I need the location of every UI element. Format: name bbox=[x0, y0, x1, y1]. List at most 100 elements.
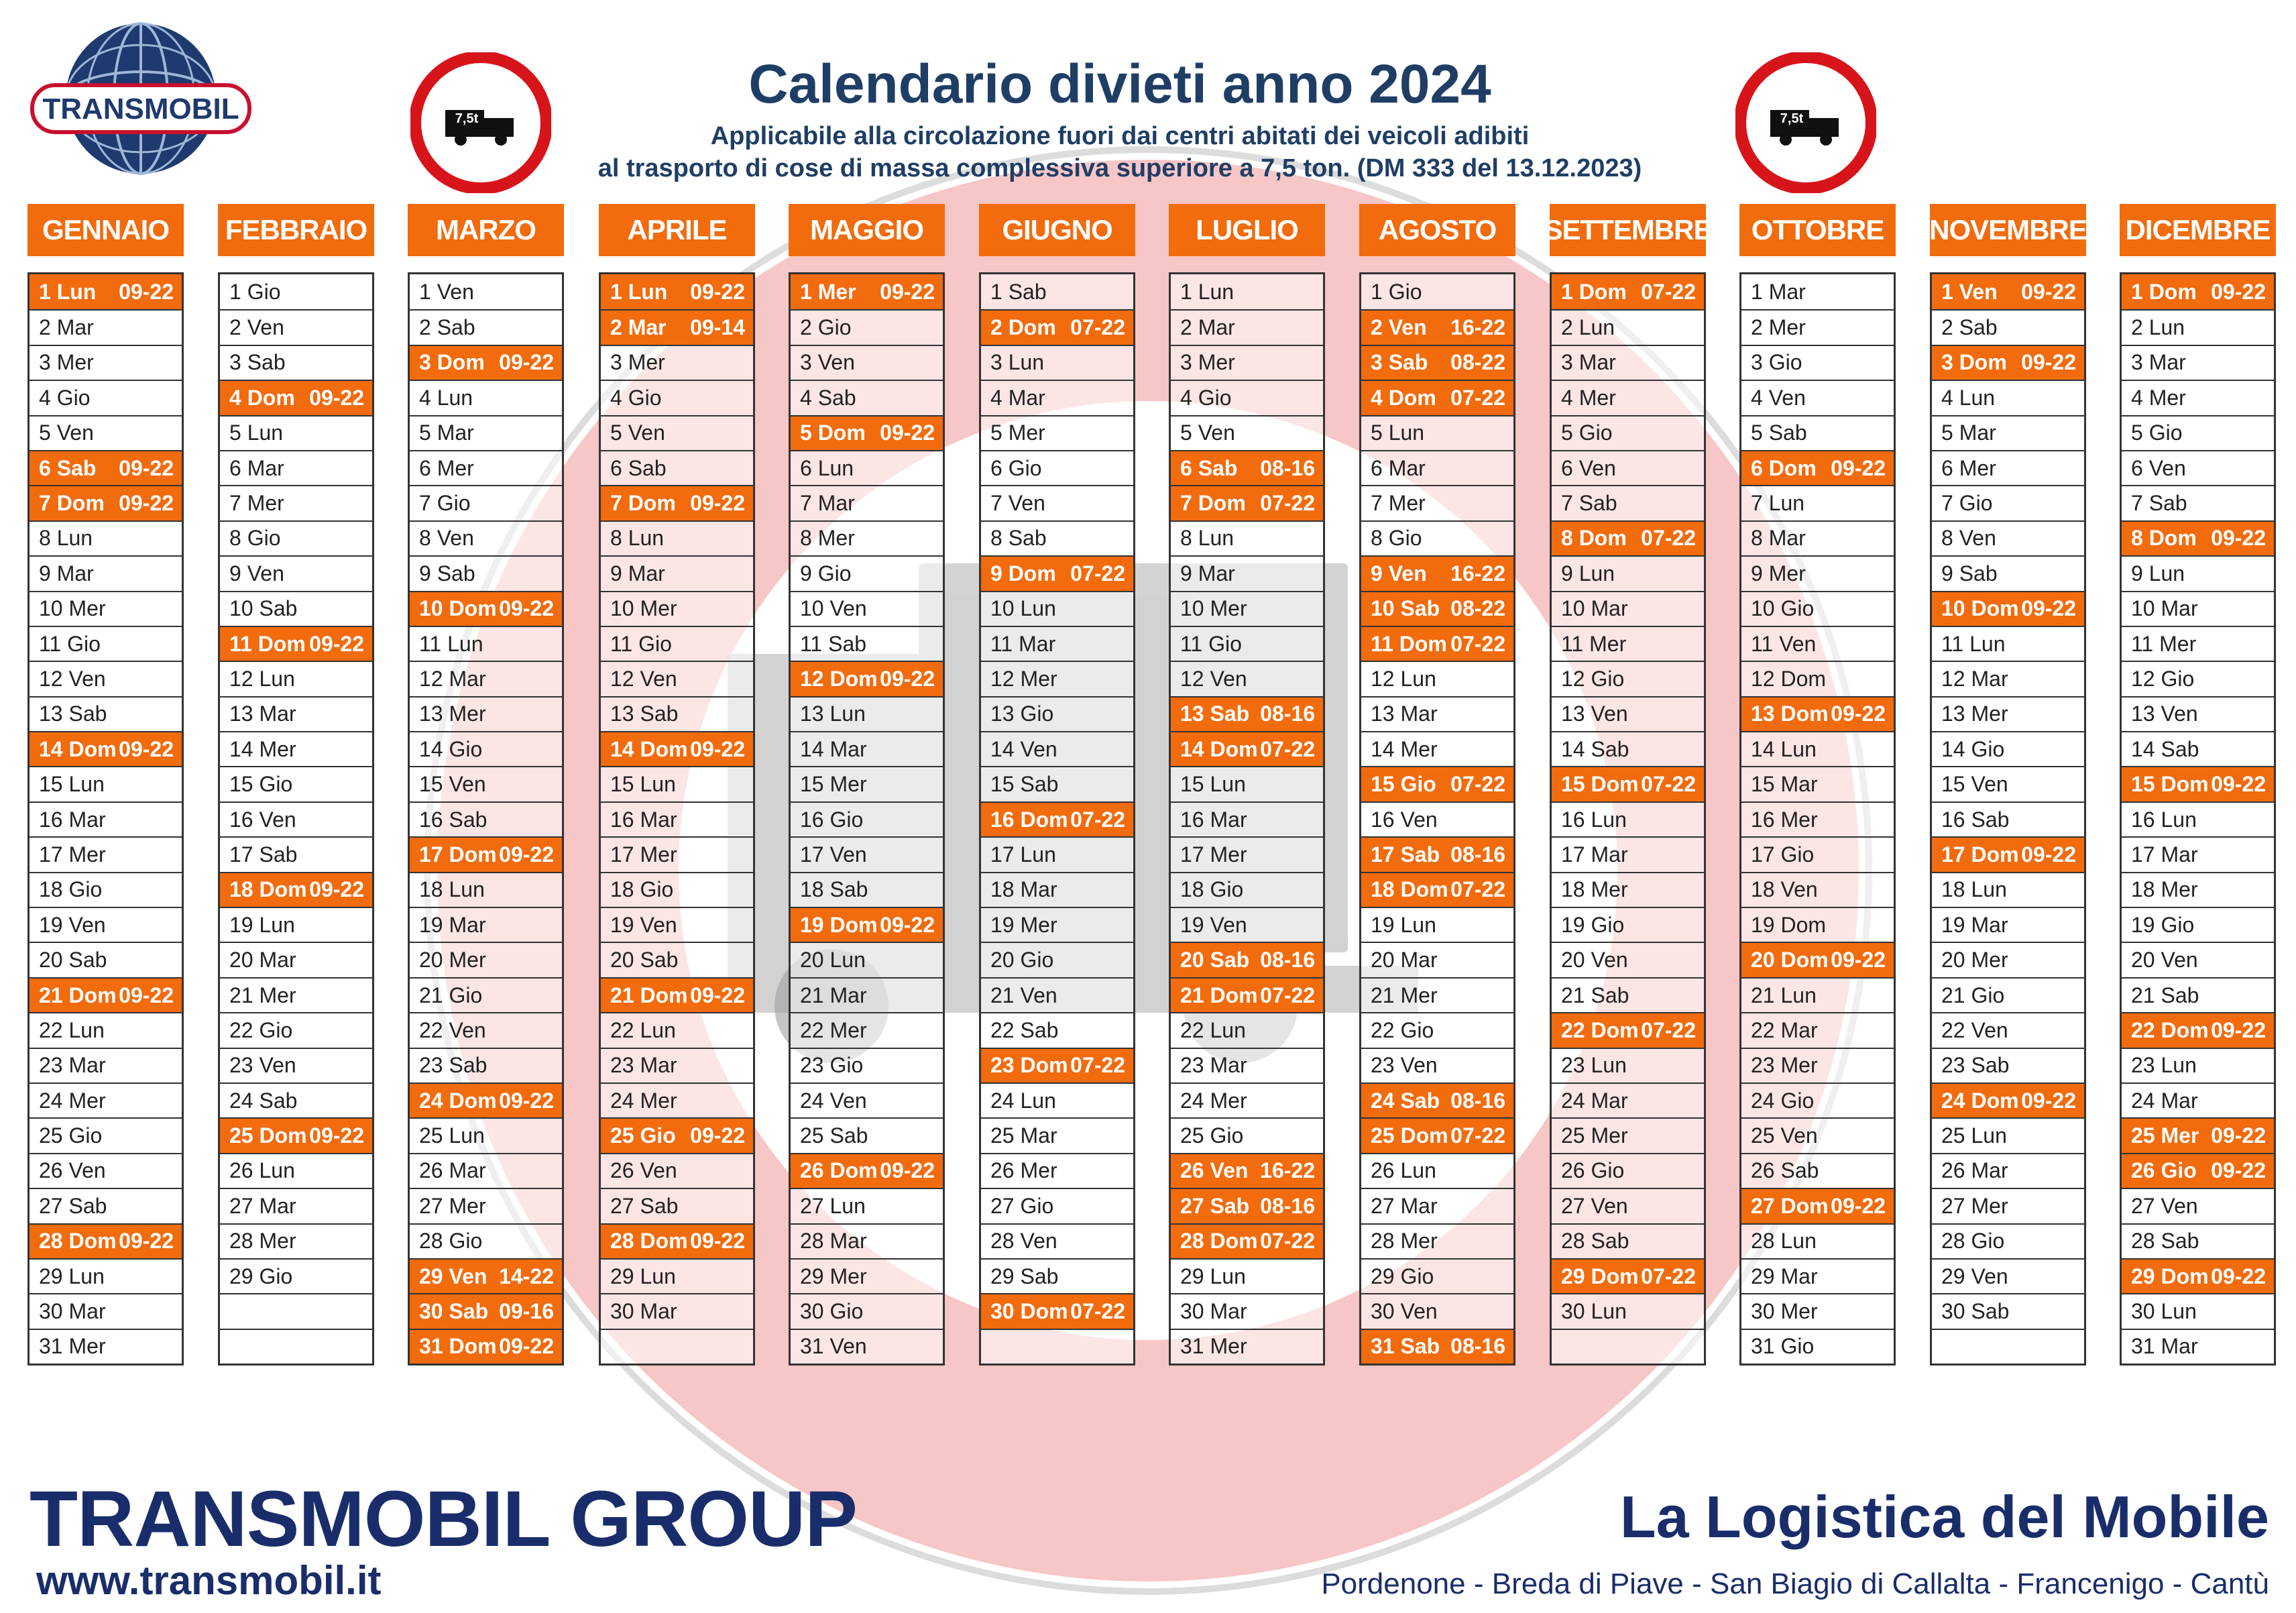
day-label: 20 Gio bbox=[990, 948, 1054, 972]
ban-hours: 09-22 bbox=[2211, 526, 2266, 551]
day-label: 5 Ven bbox=[1180, 421, 1235, 445]
day-row: 16 Lun bbox=[2122, 801, 2274, 837]
day-label: 24 Mar bbox=[1561, 1088, 1628, 1113]
day-label: 13 Sab bbox=[39, 702, 107, 726]
day-row: 1 Ven bbox=[410, 274, 562, 310]
sign-weight-label: 7,5t bbox=[1780, 111, 1804, 126]
day-row: 13 Lun bbox=[791, 696, 943, 732]
day-row: 9 Mar bbox=[601, 555, 753, 591]
day-label: 24 Mer bbox=[1180, 1088, 1247, 1113]
day-row: 6 Sab bbox=[601, 449, 753, 486]
day-row: 31 Ven bbox=[791, 1328, 943, 1364]
day-row: 26 Ven bbox=[30, 1152, 182, 1188]
day-row: 23 Gio bbox=[791, 1047, 943, 1082]
day-row: 25 Mer bbox=[1552, 1117, 1704, 1153]
day-row: 21 Gio bbox=[1932, 977, 2084, 1013]
day-row-ban: 7 Dom 09-22 bbox=[601, 485, 753, 520]
day-label: 21 Sab bbox=[2131, 983, 2199, 1007]
day-row: 16 Mer bbox=[1741, 801, 1894, 837]
subtitle-line-2: al trasporto di cose di massa complessiv… bbox=[597, 154, 1642, 182]
day-row: 24 Sab bbox=[220, 1082, 372, 1118]
day-label: 7 Gio bbox=[1941, 491, 1993, 516]
day-label: 21 Dom bbox=[1180, 983, 1258, 1007]
day-label: 28 Ven bbox=[990, 1229, 1057, 1254]
day-row-ban: 10 Sab 08-22 bbox=[1361, 590, 1513, 626]
day-label: 28 Gio bbox=[419, 1229, 483, 1254]
day-label: 24 Lun bbox=[990, 1088, 1056, 1113]
day-row: 12 Ven bbox=[1171, 661, 1323, 696]
day-label: 23 Lun bbox=[1561, 1053, 1627, 1078]
day-label: 29 Ven bbox=[419, 1264, 487, 1288]
ban-hours: 09-22 bbox=[1831, 1193, 1886, 1218]
day-row-ban: 27 Sab 08-16 bbox=[1171, 1188, 1323, 1223]
day-label: 23 Mar bbox=[39, 1053, 106, 1078]
day-label: 23 Dom bbox=[990, 1053, 1068, 1078]
ban-hours: 07-22 bbox=[1260, 736, 1315, 761]
day-label: 10 Dom bbox=[1941, 596, 2019, 621]
day-label: 10 Mer bbox=[1180, 596, 1247, 621]
day-label: 11 Gio bbox=[1180, 631, 1242, 656]
day-row-ban: 30 Dom 07-22 bbox=[981, 1293, 1133, 1329]
day-row: 16 Mar bbox=[601, 801, 753, 837]
ban-hours: 07-22 bbox=[1260, 491, 1315, 516]
day-row: 16 Ven bbox=[220, 801, 372, 837]
website-link[interactable]: www.transmobil.it bbox=[36, 1558, 382, 1603]
day-label: 29 Gio bbox=[1371, 1264, 1434, 1288]
day-label: 21 Dom bbox=[39, 983, 117, 1007]
day-label: 18 Lun bbox=[419, 877, 485, 902]
month-column: MARZO 1 Ven 2 Sab 3 Dom 09-22 4 Lun 5 Mar 6 Mer… bbox=[408, 204, 564, 1366]
ban-hours: 07-22 bbox=[1070, 1053, 1125, 1078]
day-row: 18 Sab bbox=[791, 871, 943, 907]
day-label: 27 Dom bbox=[1751, 1193, 1829, 1218]
day-label: 19 Ven bbox=[39, 912, 106, 937]
day-row: 21 Ven bbox=[981, 977, 1133, 1013]
day-label: 21 Gio bbox=[1941, 983, 2005, 1007]
day-row: 31 Gio bbox=[1741, 1328, 1894, 1364]
day-row: 8 Mar bbox=[1741, 520, 1894, 556]
day-label: 8 Lun bbox=[39, 526, 93, 551]
day-label: 22 Dom bbox=[2131, 1017, 2209, 1042]
day-row: 14 Ven bbox=[981, 731, 1133, 767]
ban-hours: 09-16 bbox=[499, 1299, 554, 1324]
day-label: 24 Ven bbox=[800, 1088, 867, 1113]
day-label: 19 Lun bbox=[229, 912, 295, 937]
day-label: 5 Mer bbox=[990, 421, 1045, 445]
day-label: 4 Lun bbox=[419, 385, 473, 410]
day-label: 15 Lun bbox=[1180, 772, 1246, 797]
day-row: 12 Lun bbox=[1361, 661, 1513, 696]
day-row: 17 Mer bbox=[601, 836, 753, 872]
day-row: 26 Mer bbox=[981, 1152, 1133, 1188]
day-row: 17 Mer bbox=[30, 836, 182, 872]
day-row: 9 Sab bbox=[1932, 555, 2084, 591]
day-label: 18 Mar bbox=[990, 877, 1057, 902]
day-row-ban: 1 Dom 09-22 bbox=[2122, 274, 2274, 310]
day-row-ban: 10 Dom 09-22 bbox=[410, 590, 562, 626]
day-label: 23 Gio bbox=[800, 1053, 864, 1078]
day-row: 15 Mer bbox=[791, 766, 943, 801]
day-label: 6 Gio bbox=[990, 455, 1042, 480]
ban-hours: 09-14 bbox=[690, 315, 745, 340]
day-label: 1 Lun bbox=[610, 279, 668, 304]
day-row: 10 Mar bbox=[2122, 590, 2274, 626]
day-label: 20 Mar bbox=[229, 948, 296, 972]
day-label: 5 Mar bbox=[1941, 421, 1996, 445]
day-label: 18 Lun bbox=[1941, 877, 2007, 902]
day-row: 22 Mer bbox=[791, 1012, 943, 1048]
ban-hours: 09-22 bbox=[119, 455, 174, 480]
day-label: 2 Lun bbox=[1561, 315, 1615, 340]
day-label: 6 Mar bbox=[1371, 455, 1426, 480]
day-label: 14 Gio bbox=[1941, 736, 2005, 761]
day-label: 29 Dom bbox=[2131, 1264, 2209, 1288]
ban-hours: 09-22 bbox=[880, 666, 935, 691]
day-list: 1 Lun 09-22 2 Mar 3 Mer 4 Gio 5 Ven 6 Sab 09-22… bbox=[27, 272, 184, 1366]
month-column: SETTEMBRE 1 Dom 07-22 2 Lun 3 Mar 4 Mer 5 Gio 6… bbox=[1550, 204, 1706, 1366]
day-label: 2 Mar bbox=[1180, 315, 1235, 340]
day-label: 27 Lun bbox=[800, 1193, 866, 1218]
day-label: 23 Ven bbox=[1371, 1053, 1438, 1078]
day-row: 6 Mar bbox=[220, 449, 372, 486]
day-row: 2 Mar bbox=[30, 309, 182, 345]
day-label: 25 Gio bbox=[39, 1123, 103, 1148]
day-list: 1 Mer 09-22 2 Gio 3 Ven 4 Sab 5 Dom 09-22 6 Lun… bbox=[789, 272, 945, 1366]
day-label: 18 Dom bbox=[229, 877, 307, 902]
month-header: OTTOBRE bbox=[1739, 204, 1896, 256]
